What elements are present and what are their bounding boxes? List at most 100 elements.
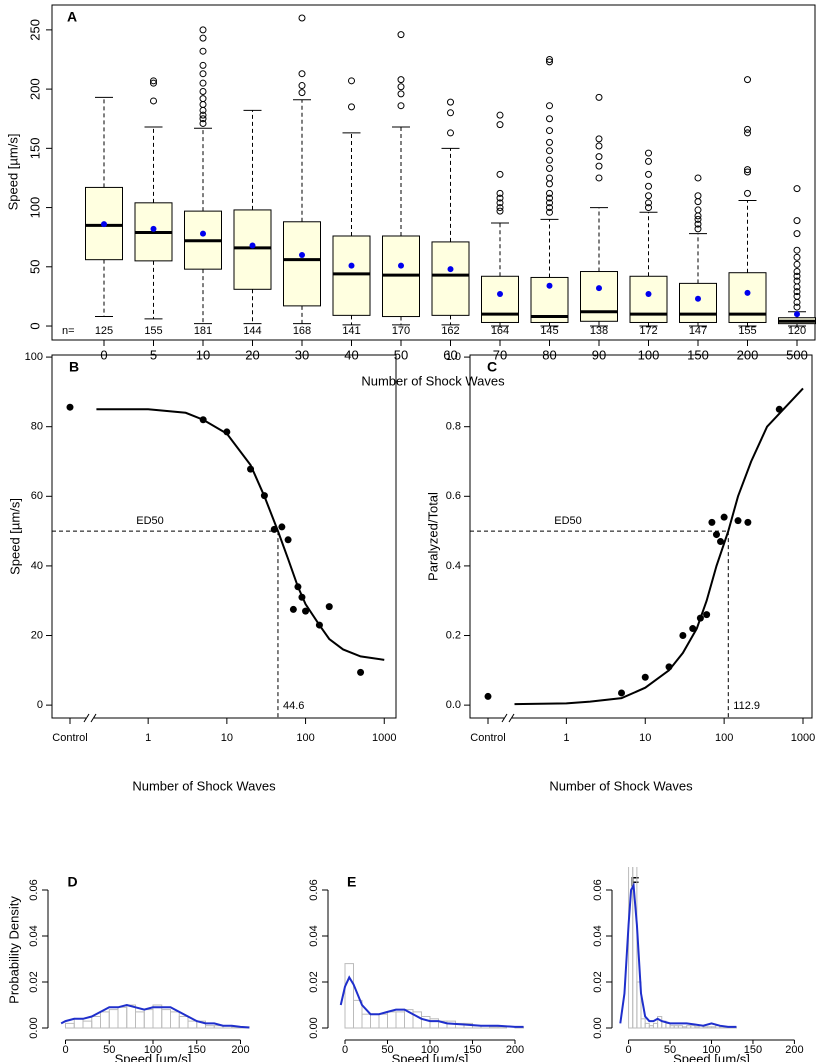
panel-label: F (631, 874, 640, 890)
ed50-label: ED50 (136, 515, 164, 527)
bar (205, 1025, 215, 1029)
outlier (397, 90, 405, 98)
outlier (595, 153, 603, 161)
y-axis-label: Speed [µm/s] (5, 134, 20, 211)
x-axis-label: Speed [µm/s] (115, 1051, 192, 1062)
point (720, 513, 728, 521)
bar (686, 1025, 692, 1029)
ed50-value: 44.6 (283, 700, 304, 712)
panel-label: B (69, 359, 79, 375)
point (665, 663, 673, 671)
y-tick-label: 100 (27, 197, 42, 219)
outlier (793, 268, 801, 276)
y-tick-label: 150 (27, 137, 42, 159)
point (734, 517, 742, 525)
bar (489, 1026, 499, 1029)
n-label: n= (62, 325, 75, 337)
outlier (496, 204, 504, 212)
outlier (595, 142, 603, 150)
point (696, 614, 704, 622)
point (270, 525, 278, 533)
outlier (150, 79, 157, 87)
x-axis-label: Number of Shock Waves (549, 778, 693, 793)
y-tick-label: 100 (25, 351, 43, 363)
x-tick-label: 0 (342, 1044, 348, 1056)
x-tick-label: 150 (188, 1044, 206, 1056)
y-tick-label: 0.00 (28, 1017, 40, 1038)
outlier (298, 89, 306, 97)
y-tick-label: 0 (27, 322, 42, 329)
x-tick-label: 60 (443, 347, 457, 362)
outlier (645, 182, 652, 190)
outlier (546, 147, 553, 155)
outlier (199, 26, 207, 34)
bar (706, 1026, 713, 1029)
y-tick-label: 20 (31, 629, 43, 641)
y-tick-label: 0.06 (28, 879, 40, 900)
bar (361, 1013, 371, 1029)
box (431, 241, 470, 316)
x-axis-label: Speed [µm/s] (392, 1051, 469, 1062)
y-tick-label: 0.8 (446, 421, 461, 433)
bar (690, 1025, 696, 1029)
bars (344, 963, 524, 1029)
n-value: 147 (689, 325, 707, 337)
x-tick-label: 1 (145, 732, 151, 744)
y-tick-label: 0.02 (28, 971, 40, 992)
n-value: 155 (144, 325, 162, 337)
mean (398, 262, 404, 269)
point (689, 625, 697, 633)
panel-label: C (487, 359, 497, 375)
ed50-label: ED50 (554, 515, 582, 527)
y-tick-label: 40 (31, 560, 43, 572)
density-curve (60, 1003, 250, 1029)
outlier (595, 135, 603, 143)
outlier (199, 79, 207, 87)
n-value: 138 (590, 325, 608, 337)
outlier (546, 204, 553, 212)
outlier (793, 303, 801, 311)
bar (673, 1025, 679, 1029)
outlier (546, 127, 553, 135)
bar (387, 1011, 397, 1029)
outlier (546, 55, 553, 63)
point (325, 603, 333, 611)
outlier (496, 199, 504, 207)
box (283, 221, 321, 307)
outlier (546, 180, 553, 188)
bar (395, 1011, 405, 1029)
plot-frame (469, 354, 813, 719)
x-tick-label: 200 (785, 1044, 803, 1056)
bar (91, 1016, 101, 1029)
bar (100, 1011, 110, 1029)
bar (644, 1022, 650, 1029)
outlier (694, 206, 702, 214)
outlier (694, 225, 702, 233)
point (284, 536, 292, 544)
bar (135, 1011, 145, 1029)
outlier (793, 253, 801, 261)
control-point (484, 692, 492, 700)
n-value: 181 (194, 325, 212, 337)
axis-break (90, 713, 97, 723)
axis-break-gap (504, 716, 512, 720)
outlier (793, 260, 801, 268)
outlier (546, 174, 553, 182)
y-tick-label: 0.02 (592, 971, 604, 992)
axis-break (83, 713, 90, 723)
x-tick-label: 100 (296, 732, 314, 744)
outlier (496, 189, 504, 197)
bar (187, 1020, 198, 1029)
outlier (793, 272, 801, 280)
outlier (199, 115, 207, 123)
bar (711, 1026, 717, 1029)
x-axis-label: Number of Shock Waves (132, 778, 276, 793)
y-tick-label: 0.06 (308, 879, 320, 900)
y-tick-label: 0.02 (308, 971, 320, 992)
y-tick-label: 0.4 (446, 560, 461, 572)
point (315, 621, 323, 629)
point (302, 607, 310, 615)
axis-break (508, 713, 515, 723)
bar (640, 1018, 646, 1029)
